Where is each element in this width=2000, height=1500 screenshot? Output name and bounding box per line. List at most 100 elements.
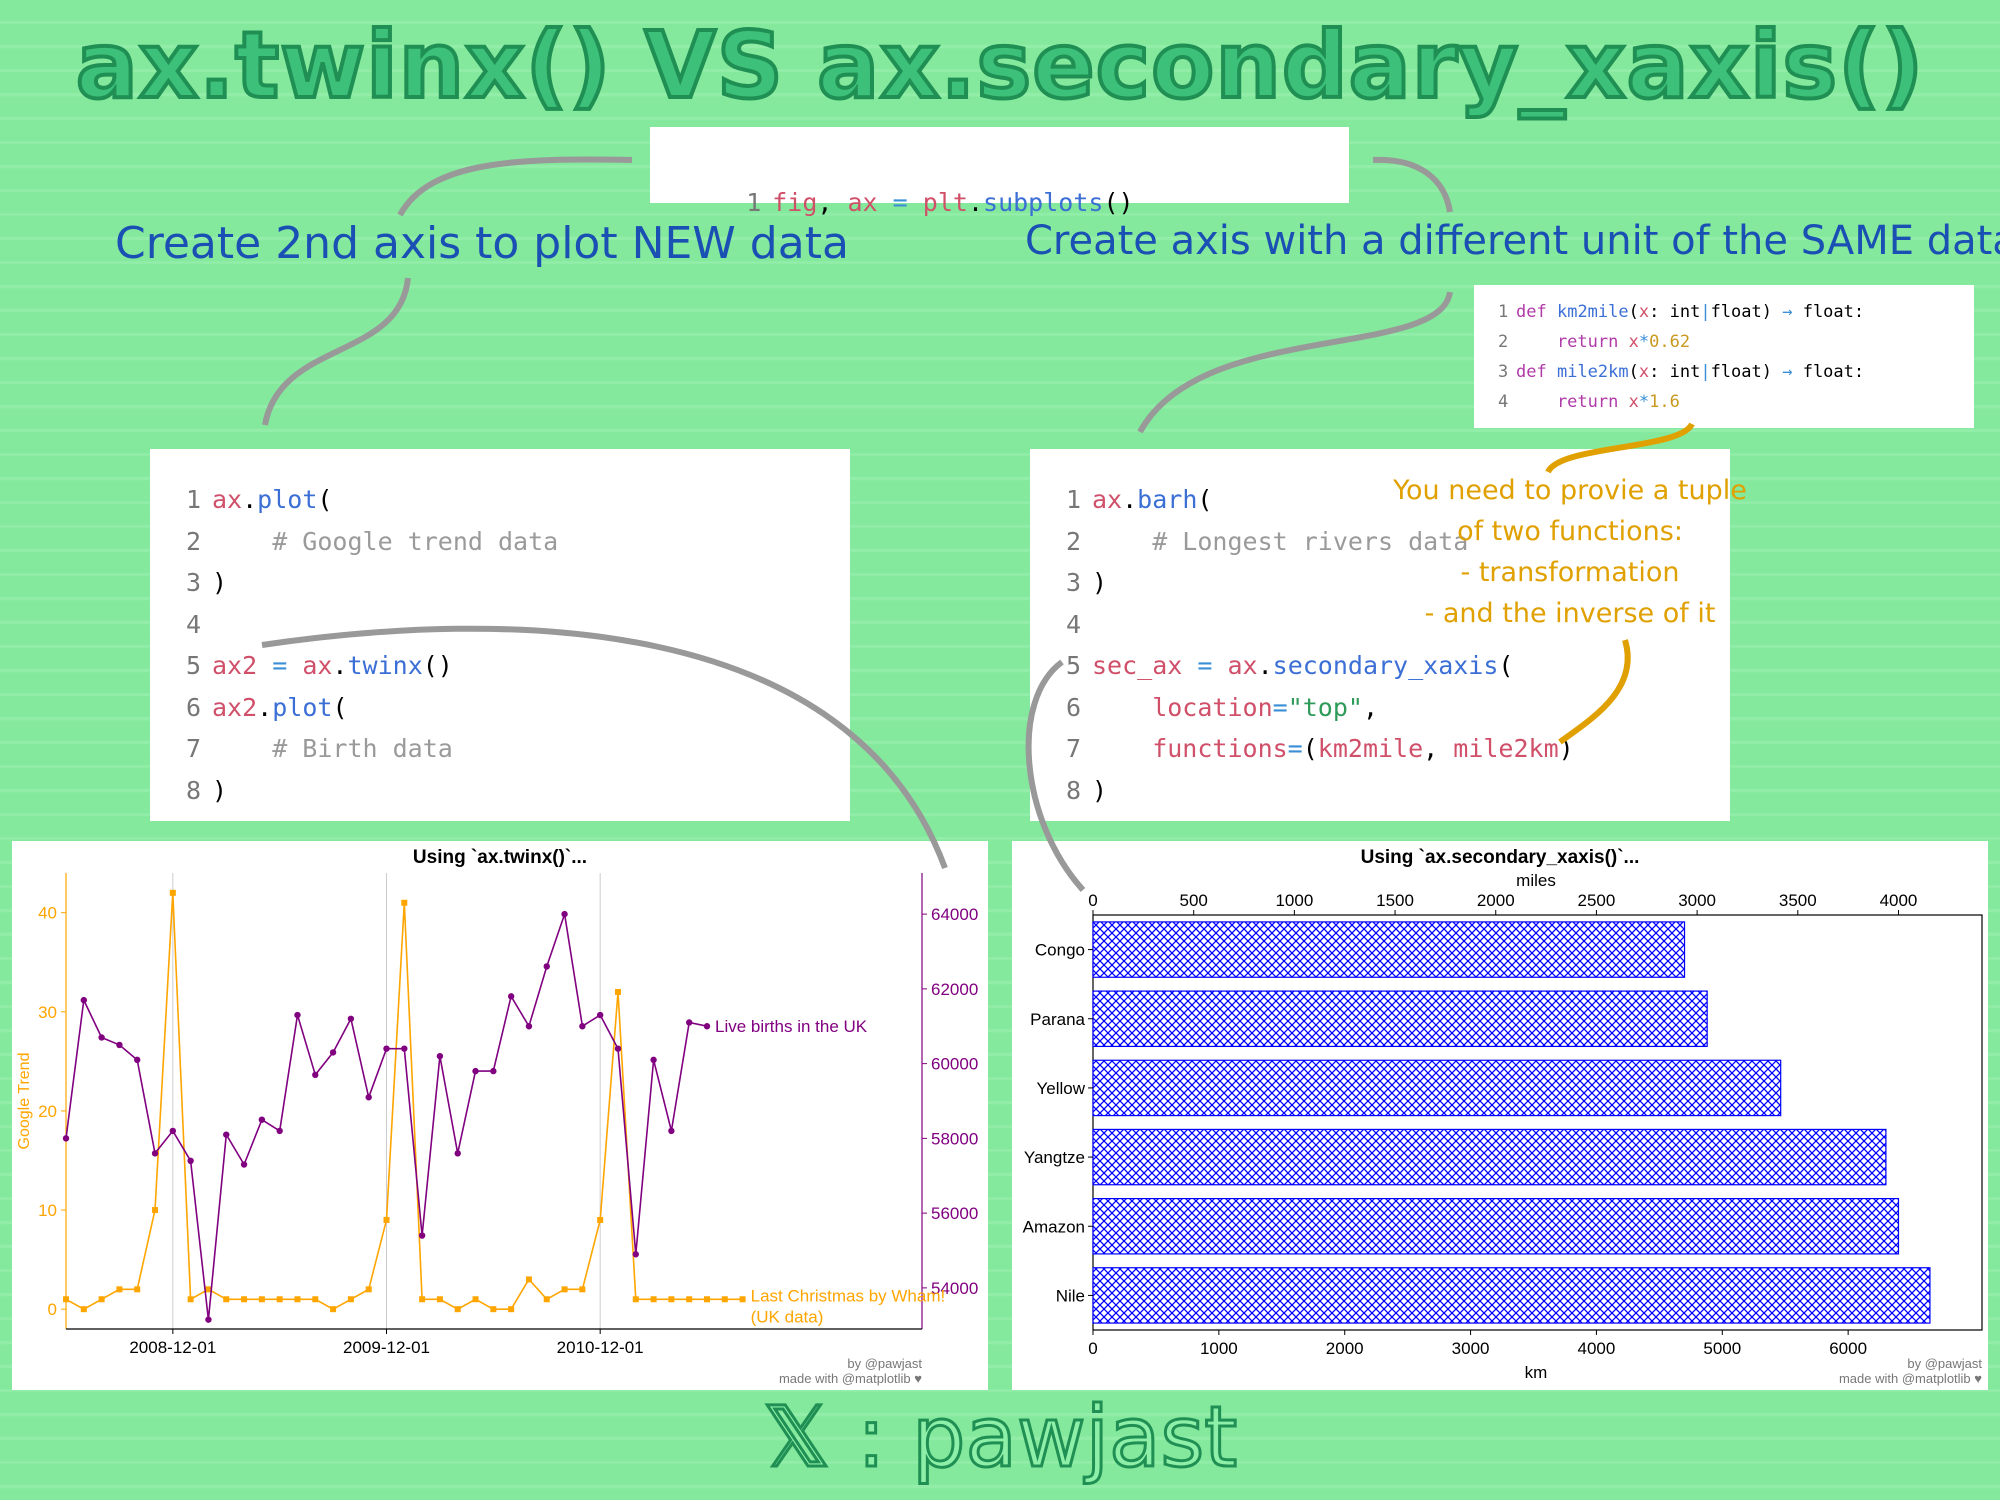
code-token: → <box>1782 362 1793 382</box>
bar <box>1092 990 1708 1048</box>
births-point <box>98 1034 105 1041</box>
trend-point <box>152 1207 159 1214</box>
connector-curve <box>397 156 633 217</box>
births-point <box>116 1041 123 1049</box>
trend-point <box>650 1296 657 1303</box>
trend-point <box>347 1296 354 1303</box>
code-token: subplots <box>983 188 1104 217</box>
births-point <box>312 1071 319 1079</box>
line-number: 3 <box>1066 568 1082 597</box>
code-token: plot <box>272 692 333 722</box>
x-tick-label: 2000 <box>1326 1339 1364 1358</box>
births-point <box>543 963 550 970</box>
line-number: 6 <box>186 692 202 722</box>
code-token: float: <box>1792 362 1865 382</box>
x-tick-label: 3000 <box>1452 1339 1490 1358</box>
code-token: ) <box>212 568 228 597</box>
code-token: , <box>817 188 833 217</box>
y2-tick-label: 64000 <box>931 905 978 924</box>
line-number: 4 <box>186 609 202 639</box>
plot-frame <box>1092 914 1983 1331</box>
x-axis-label: km <box>1525 1363 1548 1382</box>
code-token: . <box>967 188 984 217</box>
line-number: 4 <box>1066 609 1082 639</box>
credit-text: made with @matplotlib ♥ <box>1839 1371 1982 1386</box>
left-heading: Create 2nd axis to plot NEW data <box>115 218 849 269</box>
births-point <box>472 1067 479 1075</box>
y-tick-label: Congo <box>1035 941 1085 960</box>
y-axis-label: Google Trend <box>16 1053 33 1150</box>
births-point <box>579 1023 586 1030</box>
line-number: 1 <box>1498 302 1509 322</box>
y-tick-label: 10 <box>38 1201 57 1220</box>
code-token: , <box>1423 734 1454 763</box>
x2-tick-label: 3000 <box>1678 891 1716 910</box>
code-token: ax <box>847 188 878 217</box>
line-number: 5 <box>1066 651 1082 680</box>
code-token: ax <box>1227 651 1258 680</box>
code-token: : int <box>1649 302 1701 322</box>
trend-point <box>276 1296 283 1303</box>
line-number: 6 <box>1066 692 1082 722</box>
trend-point <box>543 1296 550 1303</box>
code-token: ( <box>1628 362 1639 382</box>
code-comment: # Longest rivers data <box>1092 526 1469 556</box>
code-token: plot <box>257 485 318 514</box>
births-point <box>205 1316 212 1323</box>
trend-point <box>63 1296 69 1303</box>
code-token: mile2km <box>1453 734 1559 763</box>
x2-tick-label: 0 <box>1088 891 1097 910</box>
code-token: def <box>1516 302 1547 322</box>
trend-point <box>241 1296 248 1303</box>
twinx-chart: Using `ax.twinx()`... 0 10 20 30 40 54000 56000… <box>16 847 978 1386</box>
code-comment: # Google trend data <box>212 526 559 556</box>
births-point <box>134 1056 141 1064</box>
code-token: x <box>1628 332 1639 352</box>
trend-series-label: Last Christmas by Wham! <box>751 1286 946 1305</box>
y2-tick-label: 60000 <box>931 1055 978 1074</box>
trend-point <box>116 1286 123 1293</box>
chart-title: Using `ax.secondary_xaxis()`... <box>1361 847 1640 868</box>
connector-curve <box>1372 156 1453 213</box>
secondary-xaxis-chart-panel: Using `ax.secondary_xaxis()`... miles Cong… <box>1012 841 1988 1390</box>
code-token: () <box>422 651 453 680</box>
line-number: 8 <box>186 775 202 805</box>
code-token: * <box>1638 332 1650 352</box>
births-point <box>668 1127 675 1135</box>
x2-tick-label: 1000 <box>1275 891 1313 910</box>
trend-point <box>614 988 621 995</box>
code-token: ax <box>302 651 333 680</box>
code-token: ) <box>212 775 228 805</box>
trend-series-label: (UK data) <box>751 1307 824 1326</box>
x-tick-label: 4000 <box>1578 1339 1616 1358</box>
y-tick-label: Yellow <box>1036 1079 1085 1098</box>
code-token: float) <box>1710 302 1783 322</box>
line-number: 2 <box>186 526 202 556</box>
trend-point <box>597 1216 604 1223</box>
code-token: "top" <box>1287 692 1363 722</box>
code-token: ax <box>1092 485 1123 514</box>
right-heading: Create axis with a different unit of the… <box>1025 218 2000 264</box>
annotation-note: You need to provie a tuple of two functi… <box>1390 470 1750 634</box>
bar <box>1092 1059 1782 1117</box>
code-comment: # Birth data <box>212 734 453 763</box>
x-tick-label: 2009-12-01 <box>343 1338 430 1357</box>
code-token: x <box>1638 302 1650 322</box>
births-point <box>80 996 88 1004</box>
code-token: * <box>1638 392 1650 412</box>
births-point <box>418 1232 426 1239</box>
code-token: functions <box>1092 734 1288 763</box>
births-point <box>507 993 515 1000</box>
trend-point <box>632 1296 639 1303</box>
y-tick-label: 40 <box>38 904 57 923</box>
code-token: ( <box>1498 651 1514 680</box>
x2-tick-label: 2500 <box>1578 891 1616 910</box>
y-tick-label: Nile <box>1056 1286 1085 1305</box>
code-token: ) <box>1092 775 1108 805</box>
y2-tick-label: 62000 <box>931 980 978 999</box>
credit-text: by @pawjast <box>847 1356 922 1371</box>
trend-line <box>65 892 743 1311</box>
code-token: return <box>1516 392 1619 412</box>
code-token: → <box>1782 302 1793 322</box>
x2-tick-label: 4000 <box>1880 891 1918 910</box>
